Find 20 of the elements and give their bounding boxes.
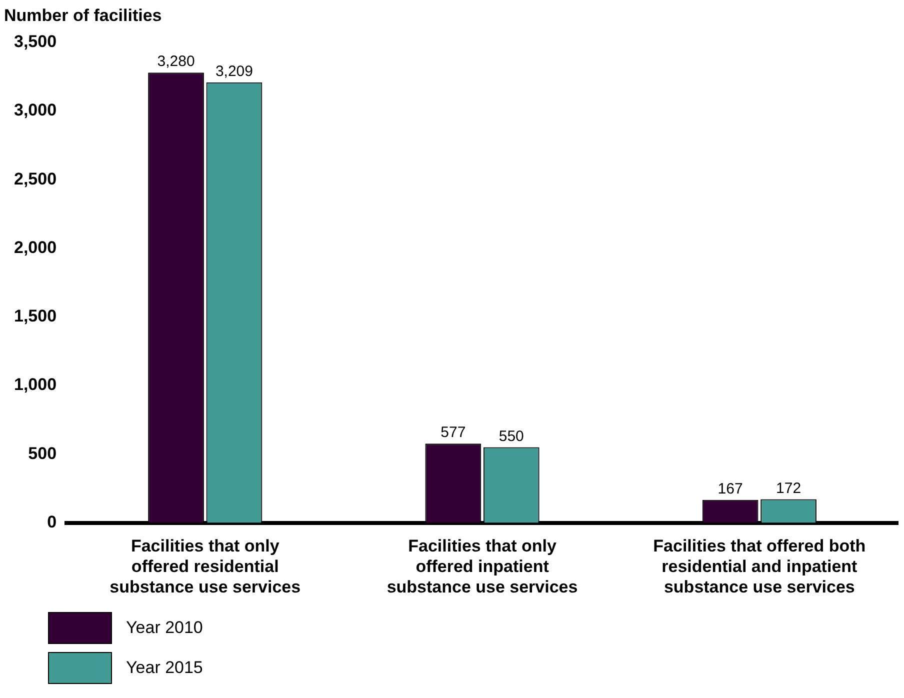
- y-tick-label: 500: [28, 444, 57, 463]
- data-label: 3,280: [157, 53, 195, 70]
- x-tick-label: Facilities that only offered inpatient substance use services: [386, 536, 578, 596]
- data-label: 550: [498, 428, 524, 445]
- x-tick-label: Facilities that only offered residential substance use services: [110, 536, 301, 596]
- y-axis-title: Number of facilities: [4, 6, 162, 25]
- data-label: 577: [440, 424, 466, 442]
- y-tick-label: 1,000: [14, 375, 57, 394]
- y-tick-label: 1,500: [14, 306, 57, 326]
- legend-label: Year 2015: [126, 658, 203, 678]
- y-tick-label: 3,500: [14, 32, 57, 52]
- data-label: 3,209: [215, 62, 253, 80]
- legend-label: Year 2010: [126, 618, 203, 638]
- y-tick-label: 3,000: [14, 100, 57, 120]
- y-tick-label: 2,000: [14, 238, 57, 257]
- data-label: 167: [718, 480, 743, 498]
- y-tick-label: 0: [47, 512, 57, 532]
- x-tick-label: Facilities that offered both residential and inpatient substance use services: [653, 536, 866, 596]
- y-tick-label: 2,500: [14, 169, 57, 188]
- data-label: 172: [776, 480, 802, 497]
